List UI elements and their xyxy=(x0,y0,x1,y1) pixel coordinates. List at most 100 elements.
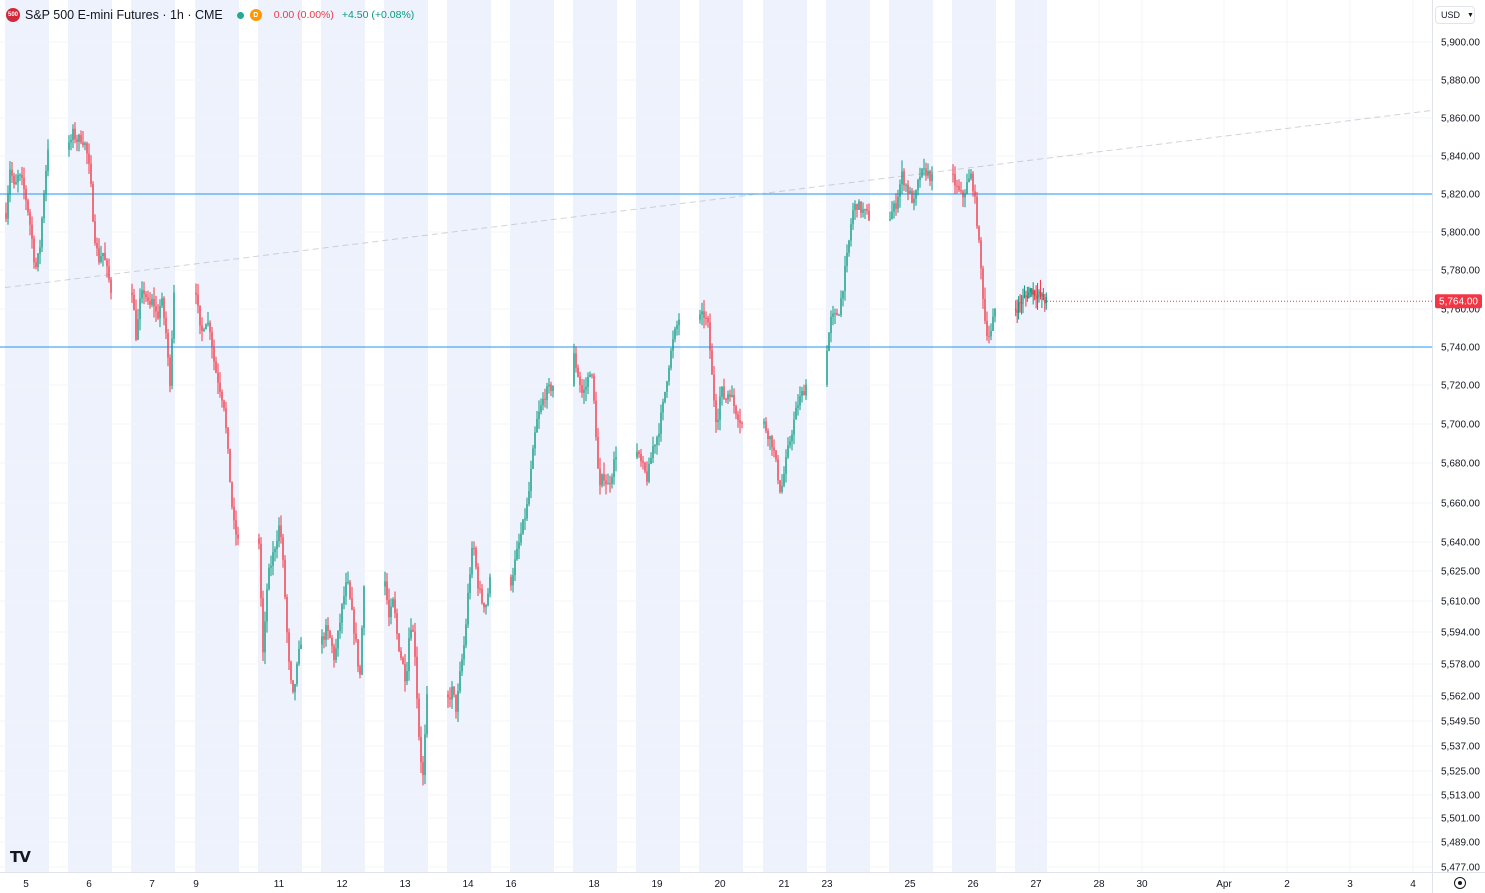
candle[interactable] xyxy=(96,243,98,249)
candle[interactable] xyxy=(638,451,640,454)
candle[interactable] xyxy=(465,624,467,646)
candle[interactable] xyxy=(893,203,895,212)
candle[interactable] xyxy=(167,333,169,358)
candle[interactable] xyxy=(396,613,398,634)
candle[interactable] xyxy=(37,253,39,268)
candle[interactable] xyxy=(296,663,298,685)
candle[interactable] xyxy=(548,384,550,387)
candle[interactable] xyxy=(982,268,984,300)
candle[interactable] xyxy=(15,182,17,185)
candle[interactable] xyxy=(402,657,404,665)
symbol-title[interactable]: S&P 500 E-mini Futures · 1h · CME xyxy=(25,8,223,22)
candle[interactable] xyxy=(213,347,215,362)
candle[interactable] xyxy=(9,169,11,194)
candle[interactable] xyxy=(453,686,455,695)
candle[interactable] xyxy=(235,520,237,535)
candle[interactable] xyxy=(516,548,518,560)
candle[interactable] xyxy=(321,636,323,645)
candle[interactable] xyxy=(489,576,491,594)
candle[interactable] xyxy=(359,666,361,675)
candle[interactable] xyxy=(90,163,92,184)
candle[interactable] xyxy=(151,298,153,305)
candle[interactable] xyxy=(333,646,335,661)
candle[interactable] xyxy=(931,173,933,182)
candle[interactable] xyxy=(856,204,858,210)
candle[interactable] xyxy=(169,357,171,386)
candle[interactable] xyxy=(217,372,219,383)
candle[interactable] xyxy=(298,648,300,664)
candle[interactable] xyxy=(793,419,795,435)
candle[interactable] xyxy=(31,224,33,239)
candle[interactable] xyxy=(341,604,343,623)
candle[interactable] xyxy=(1023,295,1026,298)
candle[interactable] xyxy=(161,298,163,306)
candle[interactable] xyxy=(278,525,280,542)
candle[interactable] xyxy=(834,312,836,314)
candle[interactable] xyxy=(349,581,351,599)
candle[interactable] xyxy=(286,597,288,633)
candle[interactable] xyxy=(797,405,799,408)
candle[interactable] xyxy=(106,260,108,267)
candle[interactable] xyxy=(577,367,579,377)
candle[interactable] xyxy=(141,290,143,299)
candle[interactable] xyxy=(7,193,9,219)
candle[interactable] xyxy=(789,441,791,446)
candle[interactable] xyxy=(426,694,428,735)
candle[interactable] xyxy=(98,248,100,263)
candle[interactable] xyxy=(799,396,801,406)
candle[interactable] xyxy=(1016,310,1018,313)
candle[interactable] xyxy=(197,294,199,306)
candle[interactable] xyxy=(974,191,976,197)
candle[interactable] xyxy=(777,459,779,481)
candle[interactable] xyxy=(416,656,418,699)
candle[interactable] xyxy=(203,329,205,331)
candle[interactable] xyxy=(609,483,611,485)
candle[interactable] xyxy=(1022,297,1024,304)
candle[interactable] xyxy=(735,406,737,415)
candle[interactable] xyxy=(836,312,838,316)
candle[interactable] xyxy=(646,471,648,482)
candle[interactable] xyxy=(100,256,102,263)
candle[interactable] xyxy=(552,385,554,391)
candle[interactable] xyxy=(1044,299,1046,304)
candle[interactable] xyxy=(479,588,481,590)
candle[interactable] xyxy=(145,293,147,298)
candle[interactable] xyxy=(1031,288,1033,295)
candle[interactable] xyxy=(408,638,410,672)
candle[interactable] xyxy=(131,292,133,295)
candle[interactable] xyxy=(467,592,469,625)
candle[interactable] xyxy=(866,209,868,211)
candle[interactable] xyxy=(713,374,715,401)
candle[interactable] xyxy=(288,632,290,662)
candle[interactable] xyxy=(642,461,644,463)
candle[interactable] xyxy=(597,437,599,469)
candle[interactable] xyxy=(767,430,769,440)
candle[interactable] xyxy=(919,176,921,181)
candle[interactable] xyxy=(260,543,262,599)
candle[interactable] xyxy=(781,485,783,492)
candle[interactable] xyxy=(791,434,793,442)
candle[interactable] xyxy=(960,190,962,192)
candle[interactable] xyxy=(284,559,286,598)
candle[interactable] xyxy=(650,458,652,464)
candle[interactable] xyxy=(74,128,76,140)
candle[interactable] xyxy=(92,183,94,222)
candle[interactable] xyxy=(573,353,575,386)
candle[interactable] xyxy=(522,519,524,534)
candle[interactable] xyxy=(803,391,805,396)
candle[interactable] xyxy=(927,170,929,176)
candle[interactable] xyxy=(1045,296,1047,304)
candle[interactable] xyxy=(980,240,982,269)
candle[interactable] xyxy=(729,394,731,397)
candle[interactable] xyxy=(1020,303,1023,305)
candle[interactable] xyxy=(741,423,743,425)
candle[interactable] xyxy=(455,694,457,712)
candle[interactable] xyxy=(929,170,931,182)
candle[interactable] xyxy=(72,128,74,140)
candle[interactable] xyxy=(201,325,203,331)
candle[interactable] xyxy=(514,559,516,576)
candle[interactable] xyxy=(550,384,552,391)
candle[interactable] xyxy=(719,396,721,420)
candle[interactable] xyxy=(579,376,581,386)
candle[interactable] xyxy=(86,143,88,154)
